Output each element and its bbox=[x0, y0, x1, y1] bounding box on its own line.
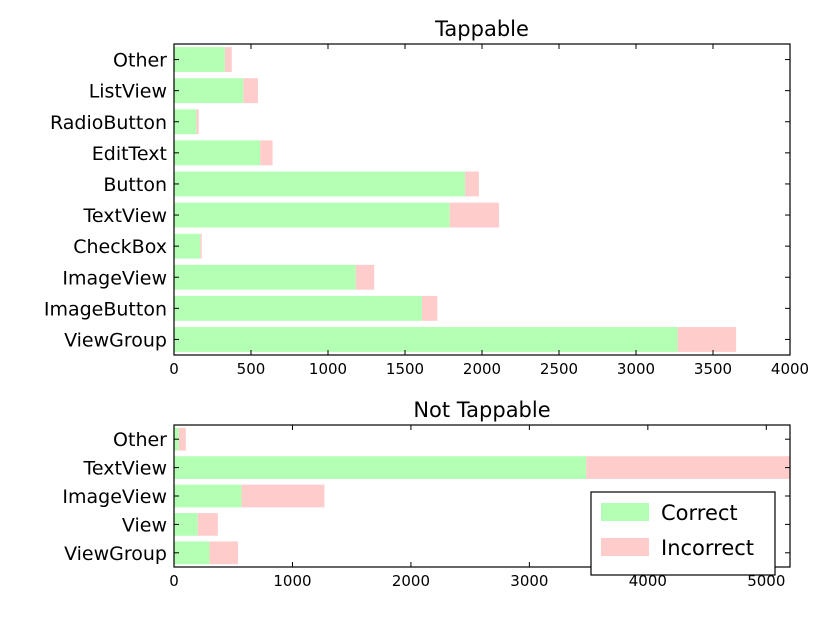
bar-textview-incorrect bbox=[586, 456, 790, 479]
x-tick-label: 3000 bbox=[510, 572, 548, 590]
plot-frame bbox=[173, 424, 791, 568]
bar-viewgroup-incorrect bbox=[677, 327, 737, 352]
x-tick-label: 4000 bbox=[629, 572, 667, 590]
bar-radiobutton-incorrect bbox=[196, 109, 199, 135]
y-tick-label: EditText bbox=[92, 143, 167, 165]
y-tick-label: CheckBox bbox=[73, 236, 167, 258]
bar-other-correct bbox=[174, 47, 225, 72]
y-tick-label: ImageView bbox=[62, 486, 167, 508]
bar-imageview-correct bbox=[174, 484, 242, 508]
x-tick-label: 2000 bbox=[463, 360, 501, 378]
bar-textview-incorrect bbox=[449, 202, 499, 228]
bar-viewgroup-incorrect bbox=[209, 541, 238, 565]
y-tick-label: ImageButton bbox=[44, 298, 167, 320]
x-tick-label: 3000 bbox=[617, 360, 655, 378]
legend-swatch-incorrect bbox=[601, 538, 649, 556]
legend-label-incorrect: Incorrect bbox=[661, 536, 754, 560]
bar-imageview-incorrect bbox=[241, 484, 325, 508]
y-tick-label: ListView bbox=[89, 81, 167, 103]
bar-listview-correct bbox=[174, 78, 244, 104]
x-tick-label: 2000 bbox=[392, 572, 430, 590]
x-tick-label: 5000 bbox=[747, 572, 785, 590]
x-tick-label: 500 bbox=[237, 360, 266, 378]
bar-viewgroup-correct bbox=[174, 327, 678, 352]
y-tick-label: Other bbox=[113, 429, 167, 451]
x-tick-label: 1000 bbox=[309, 360, 347, 378]
bar-imageview-incorrect bbox=[355, 264, 375, 290]
bar-textview-correct bbox=[174, 456, 587, 479]
tappable-panel: ViewGroup ImageButton ImageView CheckBox Tex… bbox=[44, 17, 809, 378]
bar-view-correct bbox=[174, 513, 198, 536]
bar-checkbox-incorrect bbox=[200, 233, 202, 259]
y-tick-label: Other bbox=[113, 50, 167, 72]
x-tick-label: 1500 bbox=[386, 360, 424, 378]
bar-button-incorrect bbox=[465, 171, 479, 197]
x-tick-label: 0 bbox=[169, 572, 179, 590]
bar-button-correct bbox=[174, 171, 466, 197]
bar-other-incorrect bbox=[224, 47, 232, 72]
y-tick-label: Button bbox=[103, 174, 167, 196]
bar-view-incorrect bbox=[197, 513, 218, 536]
y-tick-label: ImageView bbox=[62, 267, 167, 289]
y-tick-label: ViewGroup bbox=[64, 329, 167, 351]
bar-imagebutton-correct bbox=[174, 295, 422, 321]
x-tick-label: 1000 bbox=[273, 572, 311, 590]
y-tick-label: TextView bbox=[82, 205, 167, 227]
bar-textview-correct bbox=[174, 202, 450, 228]
bar-viewgroup-correct bbox=[174, 541, 210, 565]
chart-title: Tappable bbox=[434, 17, 529, 41]
x-tick-label: 4000 bbox=[771, 360, 809, 378]
chart-title: Not Tappable bbox=[413, 398, 550, 422]
x-tick-label: 2500 bbox=[540, 360, 578, 378]
x-tick-label: 3500 bbox=[694, 360, 732, 378]
bar-listview-incorrect bbox=[243, 78, 258, 104]
bar-imageview-correct bbox=[174, 264, 356, 290]
legend-swatch-correct bbox=[601, 503, 649, 521]
not-tappable-panel: ViewGroup View ImageView TextView Other 0 1000… bbox=[62, 398, 791, 590]
y-tick-label: RadioButton bbox=[50, 112, 167, 134]
bar-edittext-correct bbox=[174, 140, 261, 166]
bar-edittext-incorrect bbox=[260, 140, 273, 166]
bar-imagebutton-incorrect bbox=[421, 295, 438, 321]
y-tick-label: View bbox=[122, 514, 167, 536]
bar-other-incorrect bbox=[178, 427, 186, 451]
plot-frame bbox=[173, 43, 791, 356]
legend-label-correct: Correct bbox=[661, 501, 738, 525]
y-tick-label: TextView bbox=[82, 458, 167, 480]
x-tick-label: 0 bbox=[169, 360, 179, 378]
y-tick-label: ViewGroup bbox=[64, 543, 167, 565]
legend: Correct Incorrect bbox=[590, 491, 776, 576]
bar-radiobutton-correct bbox=[174, 109, 197, 135]
